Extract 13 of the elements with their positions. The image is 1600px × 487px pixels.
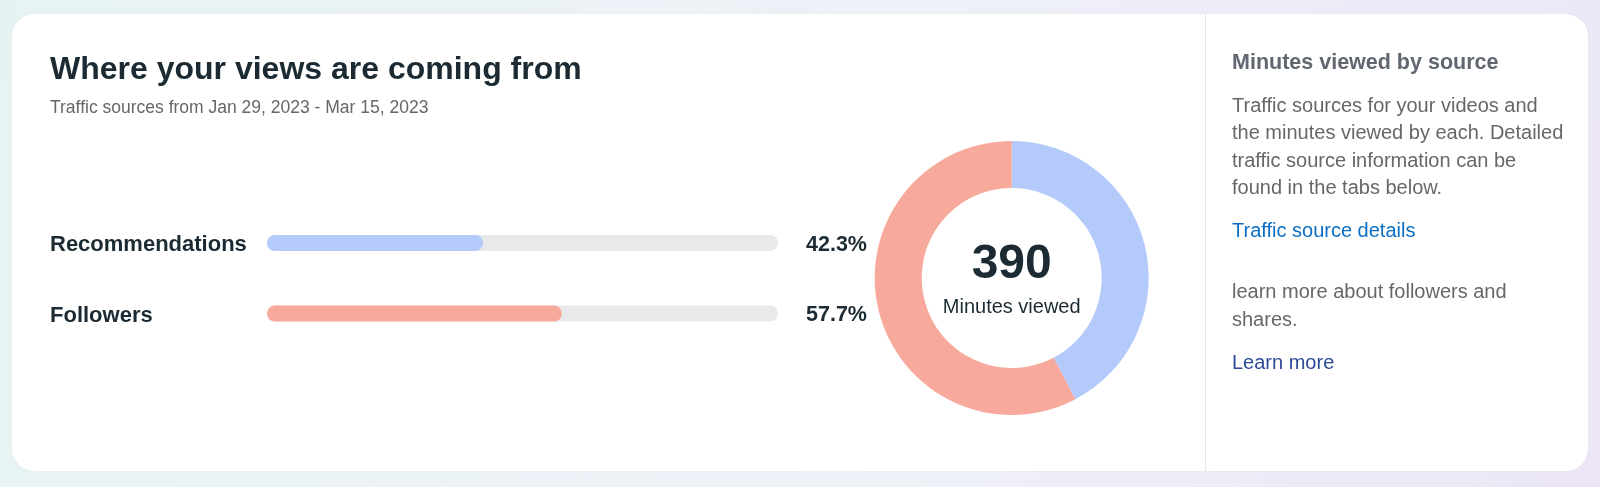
y-tick-label: Recommendations <box>50 231 247 256</box>
text: Learn more <box>1232 351 1335 373</box>
text: Minutes viewed <box>942 294 1081 317</box>
text: Traffic source details <box>1232 219 1416 242</box>
text: Minutes viewed by source <box>1232 50 1499 75</box>
text: learn more about followers and shares. <box>1232 280 1507 330</box>
data-label: 57.7% <box>806 302 867 326</box>
chart-subtitle: Traffic sources from Jan 29, 2023 - Mar 15, 2023 <box>50 97 429 117</box>
data-label: 42.3% <box>806 231 867 256</box>
text: Traffic sources for your videos and the minutes viewed by each. Detailed traffic source information can be found in the tabs below. <box>1232 93 1564 198</box>
y-tick-label: Followers <box>50 301 153 327</box>
chart-title: Where your views are coming from <box>50 50 582 86</box>
text: 390 <box>971 235 1052 288</box>
